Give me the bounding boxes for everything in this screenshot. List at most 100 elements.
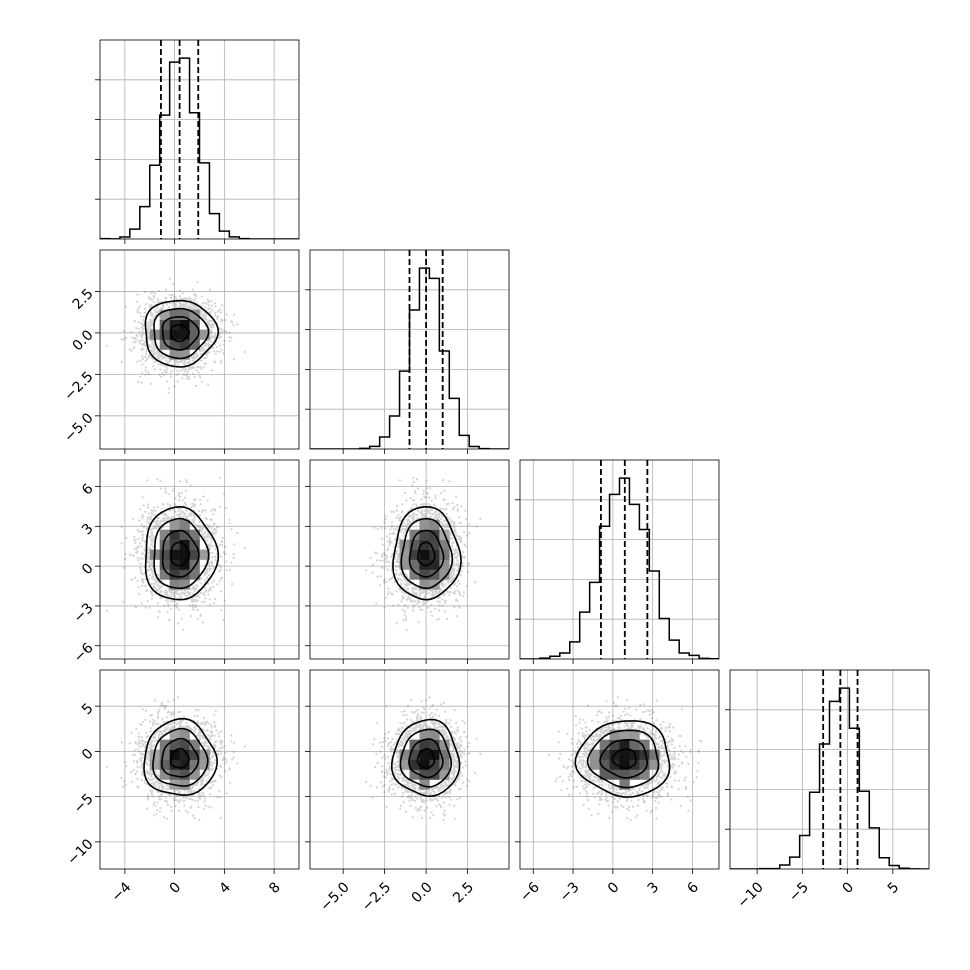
- point: [185, 796, 188, 800]
- point: [177, 790, 180, 793]
- point: [411, 517, 414, 520]
- point: [430, 721, 434, 724]
- point: [452, 540, 455, 543]
- contour-1-0-2: [153, 307, 210, 360]
- point: [218, 350, 221, 353]
- point: [214, 529, 217, 532]
- point: [228, 331, 231, 334]
- point: [421, 514, 424, 517]
- point: [176, 723, 179, 726]
- point: [175, 303, 178, 306]
- point: [162, 785, 165, 789]
- point: [199, 794, 202, 798]
- point: [212, 335, 215, 338]
- point: [383, 776, 386, 779]
- point: [403, 530, 406, 533]
- point: [425, 487, 428, 490]
- point: [184, 515, 187, 518]
- point: [213, 335, 216, 338]
- point: [142, 720, 145, 723]
- point: [139, 508, 142, 511]
- point: [386, 773, 389, 776]
- point: [166, 727, 169, 730]
- point: [422, 493, 425, 496]
- point: [218, 749, 221, 753]
- point: [415, 718, 418, 722]
- point: [190, 357, 193, 360]
- point: [207, 722, 210, 725]
- point: [391, 576, 394, 580]
- point: [397, 517, 400, 520]
- point: [143, 548, 146, 551]
- point: [612, 797, 616, 800]
- point: [141, 763, 144, 766]
- point: [144, 373, 147, 376]
- point: [426, 806, 429, 809]
- point: [147, 355, 150, 359]
- point: [152, 795, 155, 798]
- point: [153, 733, 156, 736]
- point: [151, 291, 154, 294]
- point: [453, 775, 456, 779]
- point: [150, 592, 153, 595]
- point: [653, 780, 656, 783]
- point: [218, 580, 221, 583]
- point: [197, 510, 200, 513]
- point: [158, 300, 161, 303]
- point: [149, 546, 152, 549]
- point: [182, 628, 185, 631]
- point: [452, 571, 455, 574]
- point: [183, 512, 186, 515]
- point: [177, 507, 180, 510]
- point: [194, 600, 197, 603]
- point: [582, 787, 585, 790]
- point: [201, 533, 204, 536]
- point: [183, 370, 186, 373]
- point: [449, 591, 452, 594]
- point: [212, 323, 215, 326]
- point: [204, 530, 207, 533]
- point: [408, 730, 411, 733]
- point: [178, 608, 181, 611]
- point: [201, 721, 204, 725]
- point: [195, 384, 198, 388]
- point: [419, 791, 422, 794]
- point: [646, 782, 650, 785]
- density-cell: [169, 349, 180, 360]
- point: [153, 343, 156, 346]
- point: [164, 728, 167, 732]
- point: [641, 790, 644, 793]
- point: [205, 353, 208, 356]
- point: [144, 744, 147, 747]
- point: [149, 515, 152, 519]
- point: [383, 783, 386, 787]
- point: [384, 515, 387, 518]
- point: [456, 798, 459, 801]
- point: [384, 527, 387, 530]
- point: [131, 336, 134, 339]
- point: [402, 521, 405, 524]
- point: [443, 728, 446, 732]
- point: [697, 750, 701, 754]
- point: [440, 783, 443, 786]
- point: [572, 765, 575, 768]
- point: [450, 573, 453, 576]
- point: [182, 592, 185, 595]
- point: [168, 493, 171, 496]
- point: [140, 545, 143, 548]
- point: [600, 793, 603, 796]
- point: [165, 371, 168, 374]
- point: [167, 589, 170, 592]
- point: [232, 750, 235, 754]
- point: [161, 717, 164, 720]
- point: [177, 510, 180, 513]
- point: [233, 543, 236, 546]
- point: [189, 789, 192, 793]
- point: [626, 797, 629, 800]
- point: [415, 478, 419, 481]
- point: [629, 793, 632, 796]
- point: [395, 590, 398, 593]
- point: [592, 738, 595, 741]
- point: [137, 786, 140, 789]
